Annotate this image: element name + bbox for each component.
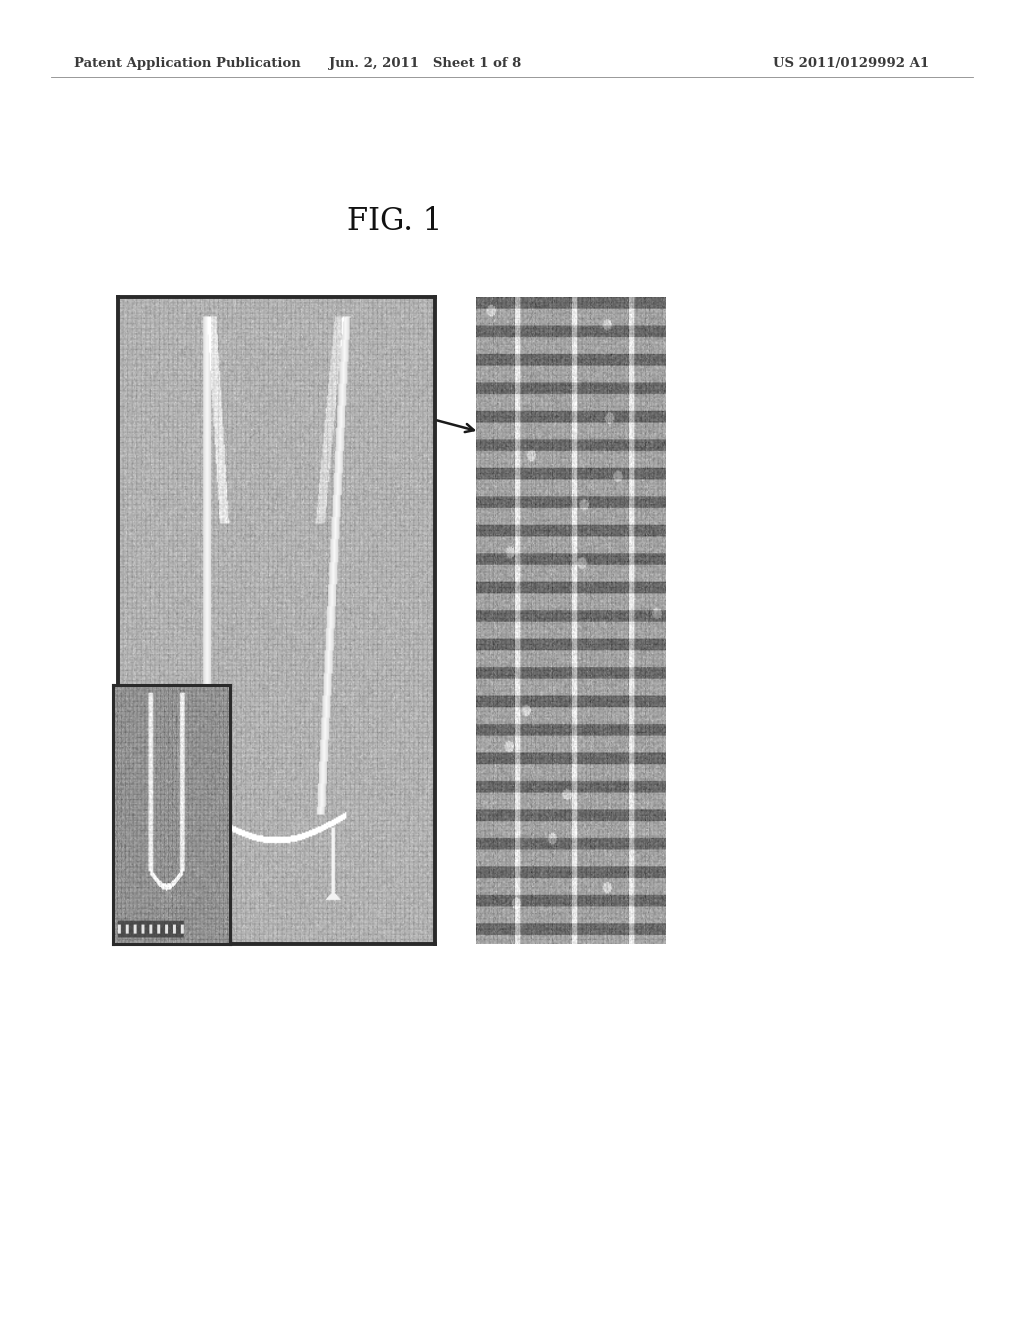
Text: Patent Application Publication: Patent Application Publication bbox=[74, 57, 300, 70]
Text: FIG. 1: FIG. 1 bbox=[346, 206, 442, 238]
Text: Jun. 2, 2011   Sheet 1 of 8: Jun. 2, 2011 Sheet 1 of 8 bbox=[329, 57, 521, 70]
Text: 100: 100 bbox=[637, 610, 667, 623]
Text: US 2011/0129992 A1: US 2011/0129992 A1 bbox=[773, 57, 929, 70]
